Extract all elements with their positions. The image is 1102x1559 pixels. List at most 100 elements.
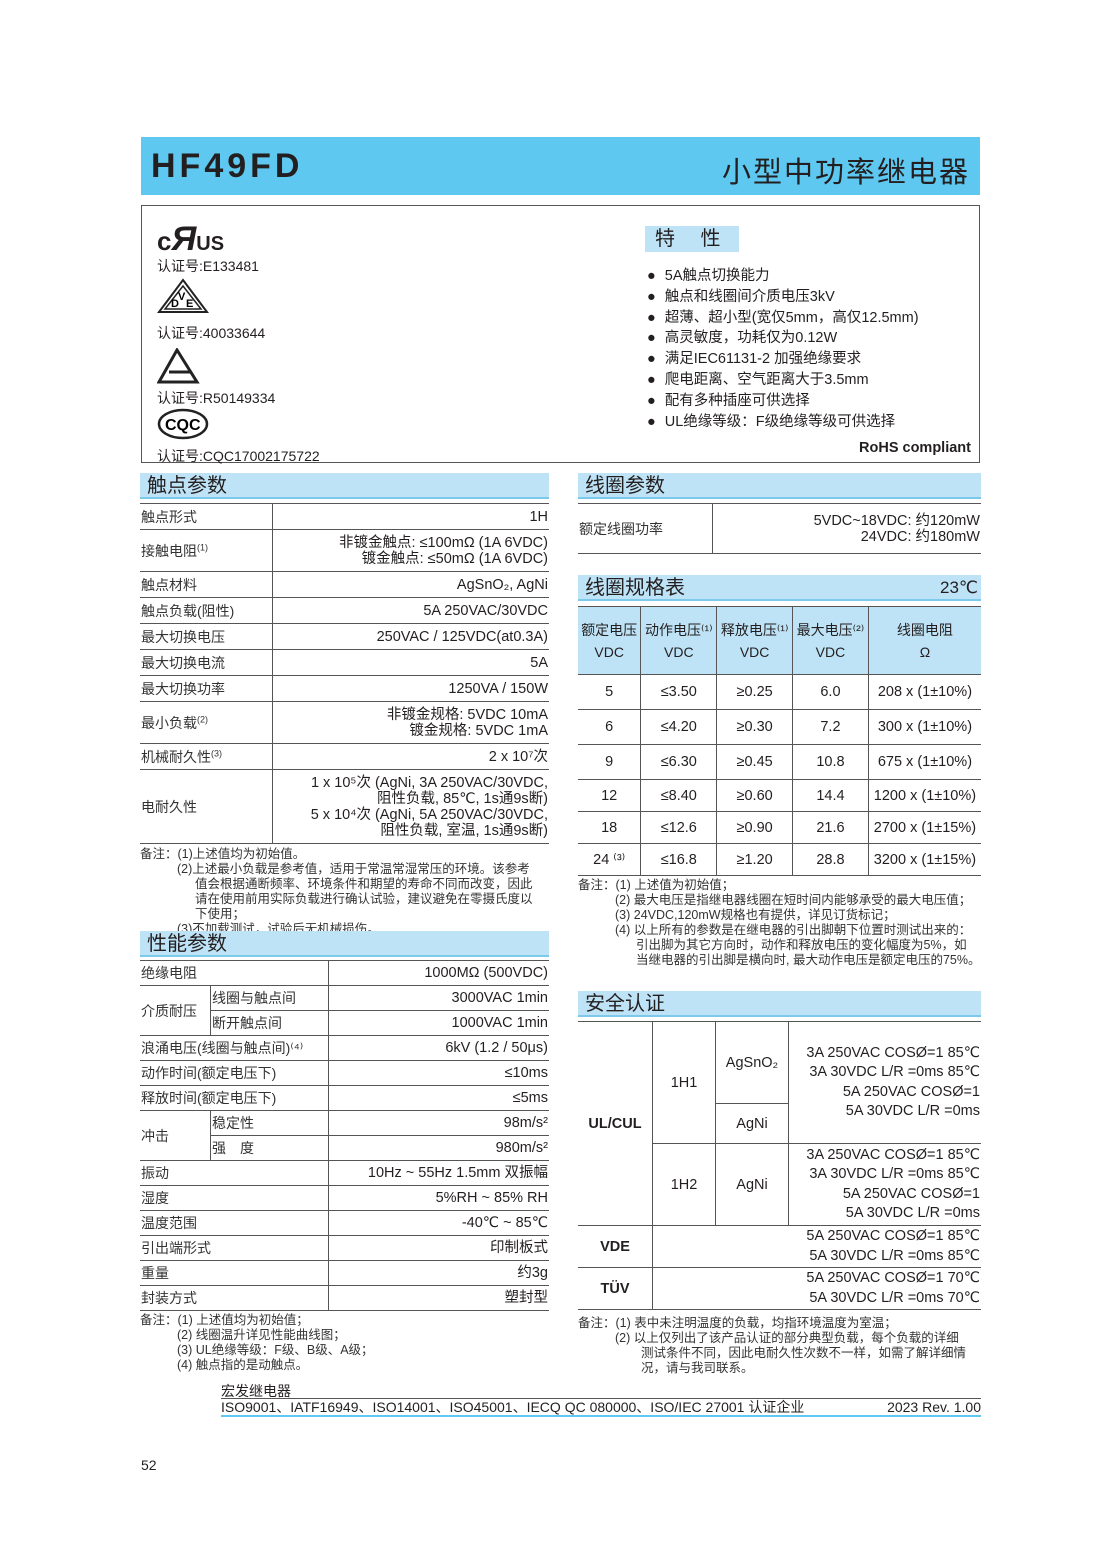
param-value: 1250VA / 150W bbox=[272, 675, 549, 702]
table-cell: 12 bbox=[577, 779, 642, 812]
param-label: 触点材料 bbox=[140, 571, 273, 598]
company-name: 宏发继电器 bbox=[221, 1383, 291, 1399]
vde-logo: DVE bbox=[157, 278, 209, 313]
performance-section: 性能参数 绝缘电阻 1000MΩ (500VDC) 介质耐压 线圈与触点间 3000VA… bbox=[140, 931, 549, 1373]
load-line: 5A 30VDC L/R =0ms 70℃ bbox=[809, 1289, 980, 1306]
load-line: 5A 30VDC L/R =0ms bbox=[845, 1103, 980, 1119]
value-line: 1H bbox=[529, 508, 548, 525]
note-line: (2) 以上仅列出了该产品认证的部分典型负载，每个负载的详细 bbox=[615, 1331, 959, 1345]
param-label: 释放时间(额定电压下) bbox=[140, 1085, 329, 1111]
param-value: 非镀金规格: 5VDC 10mA 镀金规格: 5VDC 1mA bbox=[272, 701, 549, 744]
param-label: 引出端形式 bbox=[140, 1235, 329, 1261]
table-cell: 18 bbox=[577, 811, 642, 844]
param-label: 振动 bbox=[140, 1160, 329, 1186]
table-cell: ≤4.20 bbox=[640, 709, 718, 745]
coil-spec-section: 线圈规格表 23℃ 额定电压 VDC 动作电压⁽¹⁾ VDC 释放电压⁽¹⁾ VDC 最大电压… bbox=[577, 575, 982, 968]
table-cell: 3200 x (1±15%) bbox=[867, 843, 982, 876]
param-label: 最小负载(2) bbox=[140, 701, 273, 744]
table-row: 动作时间(额定电压下) ≤10ms bbox=[140, 1060, 549, 1086]
param-value: 1000VAC 1min bbox=[328, 1010, 549, 1036]
value-line: 5VDC~18VDC: 约120mW bbox=[813, 512, 980, 529]
load-line: 3A 250VAC COSØ=1 85℃ bbox=[806, 1044, 980, 1061]
performance-notes: 备注：(1) 上述值均为初始值； (2) 线圈温升详见性能曲线图； (3) UL绝缘… bbox=[140, 1313, 549, 1373]
column-header: 最大电压⁽²⁾ VDC bbox=[792, 606, 869, 675]
param-label: 重量 bbox=[140, 1260, 329, 1286]
feature-item: 爬电距离、空气距离大于3.5mm bbox=[647, 370, 919, 391]
param-sublabel: 稳定性 bbox=[210, 1110, 329, 1136]
value-line: 5 x 10⁴次 (AgNi, 5A 250VAC/30VDC, bbox=[310, 806, 548, 823]
table-cell: 675 x (1±10%) bbox=[867, 744, 982, 780]
value-line: 1 x 10⁵次 (AgNi, 3A 250VAC/30VDC, bbox=[310, 774, 548, 791]
header-unit: VDC bbox=[739, 643, 770, 660]
load-line: 5A 250VAC COSØ=1 85℃ bbox=[806, 1228, 980, 1244]
safety-section: 安全认证 UL/CUL 1H1 AgSnO₂ 3A 250VAC COSØ=1 … bbox=[577, 991, 982, 1376]
param-label: 触点负载(阻性) bbox=[140, 597, 273, 624]
product-title: 小型中功率继电器 bbox=[721, 157, 970, 189]
param-value: ≤5ms bbox=[328, 1085, 549, 1111]
table-row: 接触电阻(1) 非镀金触点: ≤100mΩ (1A 6VDC) 镀金触点: ≤50m… bbox=[140, 529, 549, 572]
param-label: 接触电阻(1) bbox=[140, 529, 273, 572]
table-row: 冲击 稳定性 98m/s² bbox=[140, 1110, 549, 1161]
value-line: 250VAC / 125VDC(at0.3A) bbox=[376, 628, 548, 645]
table-row: 强 度 980m/s² bbox=[140, 1135, 549, 1161]
param-value: 3000VAC 1min bbox=[328, 985, 549, 1011]
note-line: 备注：(1)上述值均为初始值。 bbox=[140, 847, 306, 861]
coil-power-value: 5VDC~18VDC: 约120mW 24VDC: 约180mW bbox=[712, 503, 981, 554]
model-name: HF49FD bbox=[151, 147, 304, 185]
load-line: 5A 30VDC L/R =0ms 85℃ bbox=[809, 1247, 980, 1264]
value-line: 5A 250VAC/30VDC bbox=[423, 602, 548, 619]
feature-item: 高灵敏度，功耗仅为0.12W bbox=[647, 328, 919, 349]
table-cell: 6 bbox=[577, 709, 642, 745]
load-line: 5A 250VAC COSØ=1 bbox=[842, 1083, 980, 1100]
note-line: 引出脚为其它方向时，动作和释放电压的变化幅度为5%，如 bbox=[636, 938, 967, 952]
param-label: 最大切换电压 bbox=[140, 623, 273, 650]
column-header: 线圈电阻 Ω bbox=[867, 606, 982, 675]
param-value: 1000MΩ (500VDC) bbox=[328, 960, 549, 986]
svg-text:V: V bbox=[178, 291, 186, 303]
svg-text:CQC: CQC bbox=[165, 417, 201, 434]
value-line: 非镀金规格: 5VDC 10mA bbox=[386, 706, 548, 723]
load-line: 3A 30VDC L/R =0ms 85℃ bbox=[809, 1064, 980, 1080]
column-header: 释放电压⁽¹⁾ VDC bbox=[716, 606, 794, 675]
table-cell: ≥0.60 bbox=[716, 779, 794, 812]
table-row: 振动 10Hz ~ 55Hz 1.5mm 双振幅 bbox=[140, 1160, 549, 1186]
load-line: 5A 250VAC COSØ=1 bbox=[842, 1185, 980, 1202]
table-row: 释放时间(额定电压下) ≤5ms bbox=[140, 1085, 549, 1111]
table-cell: 5 bbox=[577, 674, 642, 710]
material-agsno2: AgSnO₂ bbox=[715, 1021, 789, 1104]
table-cell: 6.0 bbox=[792, 674, 869, 710]
contact-heading: 触点参数 bbox=[140, 473, 549, 499]
footnote-ref: (1) bbox=[197, 541, 208, 552]
note-line: 备注：(1) 表中未注明温度的负载，均指环境温度为室温； bbox=[578, 1316, 897, 1330]
value-line: 镀金规格: 5VDC 1mA bbox=[409, 722, 548, 739]
feature-item: 超薄、超小型(宽仅5mm，高仅12.5mm) bbox=[647, 308, 919, 329]
param-sublabel: 断开触点间 bbox=[210, 1010, 329, 1036]
vde-label: VDE bbox=[577, 1225, 653, 1268]
load-line: 5A 250VAC COSØ=1 70℃ bbox=[806, 1270, 980, 1286]
param-value: 塑封型 bbox=[328, 1285, 549, 1311]
table-cell: 300 x (1±10%) bbox=[867, 709, 982, 745]
table-cell: ≤16.8 bbox=[640, 843, 718, 876]
table-row: 触点材料 AgSnO₂, AgNi bbox=[140, 571, 549, 598]
table-row: 5 ≤3.50 ≥0.25 6.0 208 x (1±10%) bbox=[577, 674, 982, 710]
table-cell: 21.6 bbox=[792, 811, 869, 844]
value-line: 镀金触点: ≤50mΩ (1A 6VDC) bbox=[361, 550, 548, 567]
note-line: 请在使用前用实际负载进行确认试验，建议避免在零摄氏度以 bbox=[195, 892, 533, 906]
title-banner: HF49FD 小型中功率继电器 bbox=[141, 137, 980, 195]
ul-cul-label: UL/CUL bbox=[577, 1021, 653, 1226]
revision: 2023 Rev. 1.00 bbox=[887, 1399, 981, 1415]
feature-item: 触点和线圈间介质电压3kV bbox=[647, 287, 919, 308]
table-row: 最大切换功率 1250VA / 150W bbox=[140, 675, 549, 702]
table-row: 最小负载(2) 非镀金规格: 5VDC 10mA 镀金规格: 5VDC 1mA bbox=[140, 701, 549, 744]
header-label: 动作电压⁽¹⁾ bbox=[645, 621, 713, 638]
table-cell: ≥0.45 bbox=[716, 744, 794, 780]
type-1h2: 1H2 bbox=[652, 1143, 716, 1226]
table-row: 最大切换电压 250VAC / 125VDC(at0.3A) bbox=[140, 623, 549, 650]
param-label: 电耐久性 bbox=[140, 769, 273, 844]
coil-table: 额定线圈功率 5VDC~18VDC: 约120mW 24VDC: 约180mW bbox=[578, 503, 981, 554]
note-line: (3) 24VDC,120mW规格也有提供，详见订货标记； bbox=[615, 908, 896, 922]
footnote-ref: (2) bbox=[197, 713, 208, 724]
table-row: 机械耐久性(3) 2 x 10⁷次 bbox=[140, 743, 549, 770]
param-label: 触点形式 bbox=[140, 503, 273, 530]
iso-certifications: ISO9001、IATF16949、ISO14001、ISO45001、IECQ… bbox=[221, 1399, 805, 1415]
